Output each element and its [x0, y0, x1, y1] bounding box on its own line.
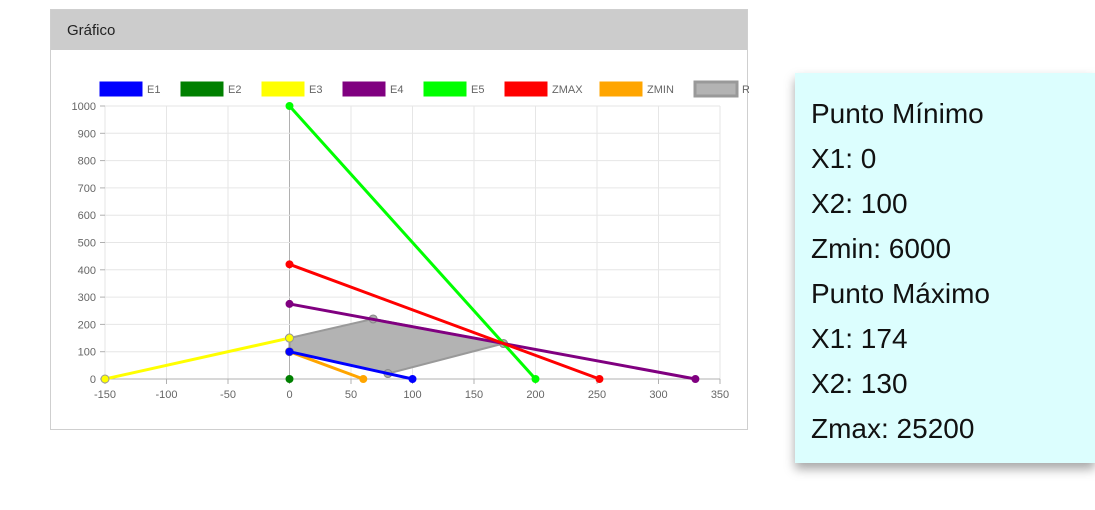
legend-swatch	[599, 81, 643, 97]
series-point-e3-outline	[285, 333, 294, 343]
min-point-title: Punto Mínimo	[811, 98, 984, 129]
legend-label: E5	[471, 84, 484, 96]
max-x1-value: X1: 174	[811, 323, 908, 354]
min-x1-value: X1: 0	[811, 143, 877, 174]
legend-swatch	[693, 80, 739, 98]
y-tick-label: 0	[90, 374, 96, 386]
series-point-zmax	[595, 375, 604, 383]
y-tick-label: 500	[78, 238, 96, 250]
y-tick-label: 700	[78, 183, 96, 195]
y-tick-label: 900	[78, 128, 96, 140]
x-tick-label: 250	[588, 389, 606, 401]
y-tick-label: 100	[78, 347, 96, 359]
y-tick-label: 1000	[72, 101, 96, 113]
x-tick-label: 0	[286, 389, 292, 401]
series-point-e1	[285, 347, 294, 356]
legend-label: ZMIN	[647, 84, 674, 96]
legend-label: E4	[390, 84, 403, 96]
max-x2-value: X2: 130	[811, 368, 908, 399]
series-point-e3-outline	[100, 374, 110, 384]
min-z-value: Zmin: 6000	[811, 233, 952, 264]
series-line-e1	[289, 350, 413, 381]
legend-swatch	[99, 81, 143, 97]
chart-card-title: Gráfico	[67, 21, 116, 39]
y-tick-label: 800	[78, 156, 96, 168]
x-tick-label: -100	[155, 389, 177, 401]
chart-svg: -150 -100 -50 0 50 100 150 200 250 300 350 0 100 200 3…	[72, 80, 749, 401]
series-line-zmin	[288, 350, 364, 381]
series-point-e2	[285, 375, 294, 383]
results-panel: Punto Mínimo X1: 0 X2: 100 Zmin: 6000 Pu…	[795, 73, 1095, 463]
legend-label: E3	[309, 84, 322, 96]
x-tick-label: 50	[345, 389, 357, 401]
x-tick-label: 300	[649, 389, 667, 401]
series-line-e4	[289, 302, 696, 381]
legend-swatch	[342, 81, 386, 97]
legend-swatch	[261, 81, 305, 97]
legend-label: RF	[742, 84, 749, 96]
series-point-e5	[531, 375, 540, 383]
series-line-zmax	[288, 262, 600, 381]
y-tick-label: 600	[78, 210, 96, 222]
y-tick-label: 200	[78, 319, 96, 331]
series-point-e1	[408, 375, 417, 383]
series-point-zmax	[285, 260, 294, 269]
feasible-region	[288, 317, 504, 375]
y-tick-label: 300	[78, 292, 96, 304]
x-tick-label: -50	[220, 389, 236, 401]
series-line-e5	[288, 104, 537, 381]
min-x2-value: X2: 100	[811, 188, 908, 219]
y-tick-label: 400	[78, 265, 96, 277]
chart-card-header: Gráfico	[51, 10, 747, 50]
legend-label: E1	[147, 84, 160, 96]
chart-card: Gráfico -150 -100 -50 0 50 100 150 200 250 300 350…	[50, 9, 749, 430]
legend-swatch	[504, 81, 548, 97]
max-z-value: Zmax: 25200	[811, 413, 975, 444]
legend-swatch	[423, 81, 467, 97]
series-line-e3	[104, 336, 290, 381]
x-tick-label: 200	[526, 389, 544, 401]
series-point-e4	[285, 299, 294, 308]
x-tick-label: 100	[403, 389, 421, 401]
legend-label: E2	[228, 84, 241, 96]
series-point-e5	[285, 102, 294, 110]
max-point-title: Punto Máximo	[811, 278, 990, 309]
legend-swatch	[180, 81, 224, 97]
x-tick-label: -150	[94, 389, 116, 401]
series-point-zmin	[359, 375, 368, 383]
legend-label: ZMAX	[552, 84, 583, 96]
x-tick-label: 150	[465, 389, 483, 401]
x-tick-label: 350	[711, 389, 729, 401]
series-point-e4	[691, 375, 700, 383]
